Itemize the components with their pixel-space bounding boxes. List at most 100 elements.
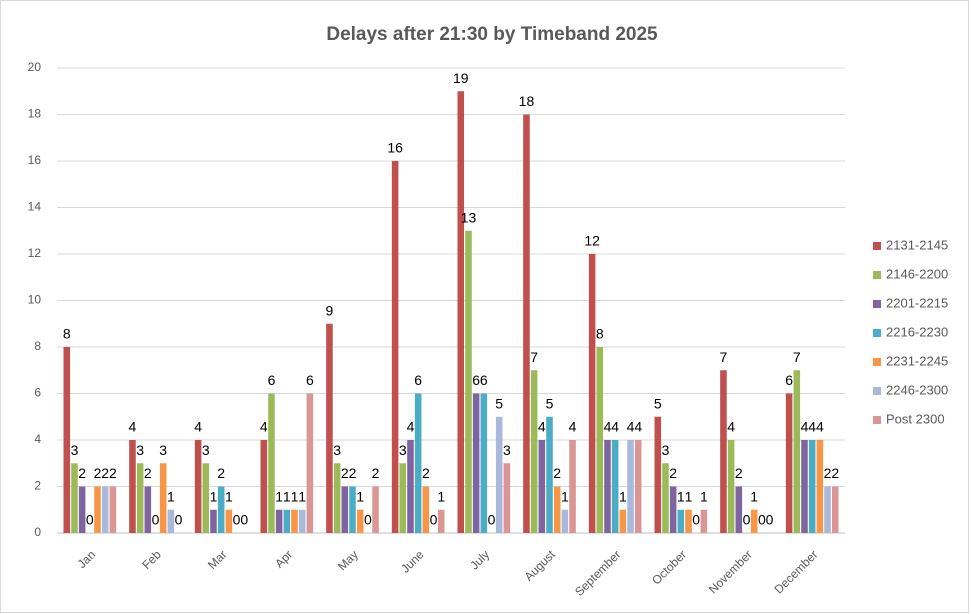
data-label: 4: [260, 419, 268, 435]
data-label: 7: [720, 349, 728, 365]
legend-label: Post 2300: [886, 411, 945, 426]
data-label: 8: [596, 326, 604, 342]
data-label: 3: [662, 442, 670, 458]
legend-label: 2146-2200: [886, 266, 948, 281]
data-label: 1: [275, 488, 283, 504]
bar: [831, 486, 839, 533]
data-label: 1: [291, 488, 299, 504]
bar: [634, 440, 642, 533]
bar: [356, 509, 364, 533]
bar: [669, 486, 677, 533]
bar: [735, 486, 743, 533]
data-label: 4: [816, 419, 824, 435]
bar: [523, 114, 530, 533]
data-label: 1: [437, 488, 445, 504]
legend-swatch: [873, 300, 881, 308]
bar: [391, 161, 399, 533]
bar: [144, 486, 152, 533]
bar: [472, 393, 480, 533]
bar: [109, 486, 117, 533]
data-label: 16: [387, 140, 403, 156]
bar: [627, 440, 634, 533]
data-label: 0: [758, 512, 766, 528]
bar: [546, 416, 553, 533]
data-label: 3: [333, 442, 341, 458]
data-label: 6: [306, 372, 314, 388]
y-tick-label: 4: [34, 432, 41, 446]
data-label: 1: [225, 488, 233, 504]
legend-swatch: [873, 271, 881, 279]
bar: [611, 440, 619, 533]
bar: [816, 440, 824, 533]
data-label: 6: [480, 372, 488, 388]
data-label: 1: [619, 488, 627, 504]
data-label: 0: [233, 512, 241, 528]
data-label: 4: [407, 419, 415, 435]
data-label: 7: [530, 349, 538, 365]
legend-label: 2131-2145: [886, 237, 948, 252]
y-tick-label: 12: [28, 246, 42, 260]
data-label: 9: [326, 302, 334, 318]
y-tick-label: 16: [28, 153, 42, 167]
y-tick-label: 20: [28, 60, 42, 74]
data-label: 3: [202, 442, 210, 458]
bar: [685, 509, 692, 533]
legend-label: 2231-2245: [886, 353, 948, 368]
legend-swatch: [873, 242, 881, 250]
bar: [306, 393, 314, 533]
bar: [503, 463, 511, 533]
data-label: 19: [453, 70, 469, 86]
bar: [101, 486, 109, 533]
bar: [326, 323, 333, 533]
bar: [210, 509, 217, 533]
bar: [538, 440, 546, 533]
bar: [619, 509, 627, 533]
bar: [654, 416, 662, 533]
data-label: 5: [546, 395, 554, 411]
data-label: 2: [669, 465, 677, 481]
bar: [78, 486, 86, 533]
data-label: 2: [831, 465, 839, 481]
bar: [159, 463, 167, 533]
bar: [372, 486, 379, 533]
data-label: 2: [824, 465, 832, 481]
y-tick-label: 6: [34, 386, 41, 400]
data-label: 2: [217, 465, 225, 481]
bar: [291, 509, 298, 533]
bar: [407, 440, 414, 533]
data-label: 3: [503, 442, 511, 458]
data-label: 1: [298, 488, 306, 504]
bar: [727, 440, 735, 533]
bar: [561, 509, 569, 533]
bar: [604, 440, 611, 533]
data-label: 2: [553, 465, 561, 481]
data-label: 2: [78, 465, 86, 481]
bar: [194, 440, 202, 533]
bar: [349, 486, 356, 533]
data-label: 13: [461, 209, 477, 225]
bar: [596, 347, 604, 533]
bar: [495, 416, 503, 533]
data-label: 0: [86, 512, 94, 528]
data-label: 3: [136, 442, 144, 458]
bar: [414, 393, 422, 533]
chart-title: Delays after 21:30 by Timeband 2025: [326, 24, 658, 45]
y-tick-label: 8: [34, 339, 41, 353]
bar: [824, 486, 831, 533]
data-label: 12: [584, 233, 600, 249]
bar: [260, 440, 268, 533]
bar: [129, 440, 136, 533]
data-label: 4: [569, 419, 577, 435]
bar: [275, 509, 283, 533]
bar: [677, 509, 685, 533]
data-label: 7: [793, 349, 801, 365]
data-label: 6: [785, 372, 793, 388]
bar: [217, 486, 225, 533]
data-label: 0: [692, 512, 700, 528]
bar: [785, 393, 793, 533]
bar: [750, 509, 758, 533]
bar: [341, 486, 349, 533]
y-tick-label: 14: [28, 200, 42, 214]
bar: [457, 91, 465, 533]
legend-swatch: [873, 358, 881, 366]
